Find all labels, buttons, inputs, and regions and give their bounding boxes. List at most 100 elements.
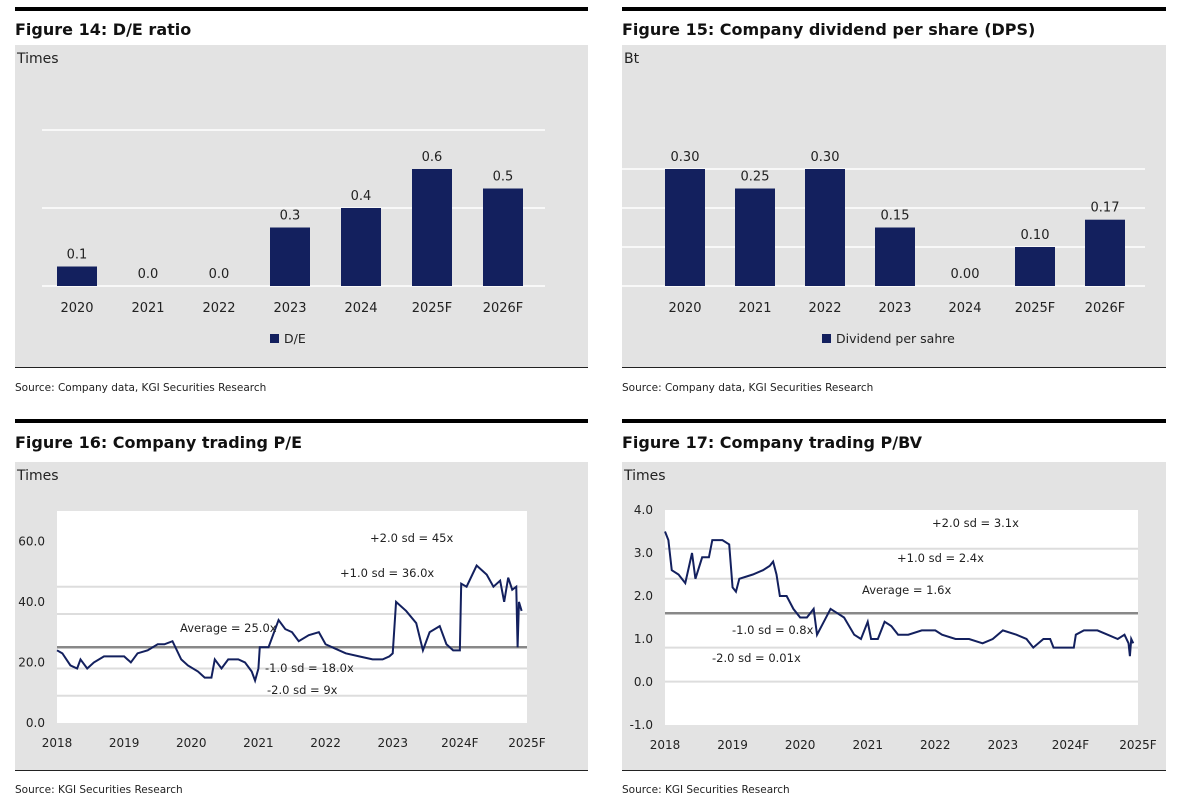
data-label-2025F: 0.6 — [422, 150, 443, 165]
x-tick-2024F: 2024F — [441, 736, 479, 750]
sd-label-2: Average = 25.0x — [180, 621, 277, 635]
data-label-2024: 0.00 — [951, 267, 980, 282]
legend-swatch — [822, 334, 831, 343]
data-label-2022: 0.0 — [209, 267, 230, 282]
x-tick-2025F: 2025F — [412, 301, 453, 316]
x-tick-2021: 2021 — [852, 738, 883, 752]
y-tick-3.0: 3.0 — [634, 546, 653, 560]
x-tick-2022: 2022 — [310, 736, 341, 750]
y-tick-0.0: 0.0 — [26, 716, 45, 730]
sd-label-1: +1.0 sd = 2.4x — [897, 551, 984, 565]
fig15-source: Source: Company data, KGI Securities Res… — [622, 382, 874, 394]
fig16-source: Source: KGI Securities Research — [15, 784, 183, 796]
fig14-chart: Times 0.1 2020 0.0 2021 0.0 2022 0.3 2023 0.4 202… — [15, 45, 588, 368]
fig15-title: Figure 15: Company dividend per share (D… — [622, 20, 1036, 39]
x-tick-2023: 2023 — [377, 736, 408, 750]
y-tick-40.0: 40.0 — [18, 595, 45, 609]
sd-label-2: Average = 1.6x — [862, 583, 951, 597]
x-tick-2026F: 2026F — [483, 301, 524, 316]
y-tick-1.0: 1.0 — [634, 632, 653, 646]
bar-2021 — [735, 188, 775, 286]
fig17-title: Figure 17: Company trading P/BV — [622, 433, 923, 452]
x-tick-2026F: 2026F — [1085, 301, 1126, 316]
x-tick-2023: 2023 — [878, 301, 911, 316]
y-tick-20.0: 20.0 — [18, 655, 45, 669]
fig15-svg: 0.30 2020 0.25 2021 0.30 2022 0.15 2023 0.00 2024… — [622, 150, 1145, 346]
x-tick-2020: 2020 — [176, 736, 207, 750]
x-tick-2021: 2021 — [738, 301, 771, 316]
y-tick-60.0: 60.0 — [18, 534, 45, 548]
y-tick-4.0: 4.0 — [634, 503, 653, 517]
x-tick-2023: 2023 — [988, 738, 1019, 752]
sd-label-4: -2.0 sd = 0.01x — [712, 651, 801, 665]
data-label-2026F: 0.17 — [1091, 201, 1120, 216]
fig16-top-rule — [15, 419, 588, 423]
y-tick-0.0: 0.0 — [634, 675, 653, 689]
fig16-chart: Times +2.0 sd = 45x +1.0 sd = 36.0x Averag… — [15, 462, 588, 771]
x-tick-2025F: 2025F — [508, 736, 546, 750]
plot-area — [665, 510, 1138, 725]
x-tick-2024: 2024 — [344, 301, 377, 316]
fig14-source: Source: Company data, KGI Securities Res… — [15, 382, 267, 394]
bar-2020 — [665, 169, 705, 286]
data-label-2022: 0.30 — [811, 150, 840, 165]
bar-2024 — [341, 208, 381, 286]
series-line — [664, 531, 1135, 657]
fig15-chart: Bt 0.30 2020 0.25 2021 0.30 2022 0.15 2023 0.00 2… — [622, 45, 1166, 368]
fig14-top-rule — [15, 7, 588, 11]
x-tick-2019: 2019 — [109, 736, 140, 750]
legend-swatch — [270, 334, 279, 343]
x-tick-2018: 2018 — [42, 736, 73, 750]
x-tick-2024: 2024 — [948, 301, 981, 316]
fig17-source: Source: KGI Securities Research — [622, 784, 790, 796]
data-label-2023: 0.15 — [881, 209, 910, 224]
bar-2025F — [412, 169, 452, 286]
fig17-top-rule — [622, 419, 1166, 423]
x-tick-2025F: 2025F — [1015, 301, 1056, 316]
fig15-unit-label: Bt — [624, 51, 640, 67]
sd-label-3: -1.0 sd = 18.0x — [265, 661, 354, 675]
bar-2026F — [1085, 219, 1125, 286]
data-label-2024: 0.4 — [351, 189, 372, 204]
x-tick-2020: 2020 — [785, 738, 816, 752]
sd-label-1: +1.0 sd = 36.0x — [340, 566, 434, 580]
series-line — [56, 563, 523, 684]
fig16-unit-label: Times — [17, 468, 59, 484]
legend-label: D/E — [284, 331, 306, 346]
fig16-svg: +2.0 sd = 45x +1.0 sd = 36.0x Average = 25… — [18, 511, 546, 750]
data-label-2025F: 0.10 — [1021, 228, 1050, 243]
bar-2025F — [1015, 247, 1055, 286]
fig17-unit-label: Times — [624, 468, 666, 484]
fig15-top-rule — [622, 7, 1166, 11]
bar-2023 — [270, 227, 310, 286]
fig16-title: Figure 16: Company trading P/E — [15, 433, 303, 452]
fig17-svg: +2.0 sd = 3.1x +1.0 sd = 2.4x Average = 1.… — [630, 503, 1157, 752]
plot-area — [57, 511, 527, 723]
data-label-2021: 0.25 — [741, 170, 770, 185]
x-tick-2021: 2021 — [243, 736, 274, 750]
data-label-2026F: 0.5 — [493, 170, 514, 185]
fig14-svg: 0.1 2020 0.0 2021 0.0 2022 0.3 2023 0.4 2024 0.6 20… — [42, 129, 545, 346]
x-tick-2025F: 2025F — [1119, 738, 1157, 752]
x-tick-2021: 2021 — [131, 301, 164, 316]
x-tick-2020: 2020 — [668, 301, 701, 316]
x-tick-2023: 2023 — [273, 301, 306, 316]
x-tick-2024F: 2024F — [1052, 738, 1090, 752]
data-label-2023: 0.3 — [280, 209, 301, 224]
sd-label-0: +2.0 sd = 45x — [370, 531, 453, 545]
x-tick-2020: 2020 — [60, 301, 93, 316]
fig14-title: Figure 14: D/E ratio — [15, 20, 192, 39]
x-tick-2018: 2018 — [650, 738, 681, 752]
sd-label-4: -2.0 sd = 9x — [267, 683, 338, 697]
y-tick-2.0: 2.0 — [634, 589, 653, 603]
data-label-2021: 0.0 — [138, 267, 159, 282]
fig14-unit-label: Times — [17, 51, 59, 67]
y-tick--1.0: -1.0 — [630, 718, 653, 732]
sd-label-3: -1.0 sd = 0.8x — [732, 623, 814, 637]
data-label-2020: 0.30 — [671, 150, 700, 165]
bar-2022 — [805, 169, 845, 286]
data-label-2020: 0.1 — [67, 248, 88, 263]
legend-label: Dividend per sahre — [836, 331, 955, 346]
x-tick-2022: 2022 — [202, 301, 235, 316]
bar-2026F — [483, 188, 523, 286]
